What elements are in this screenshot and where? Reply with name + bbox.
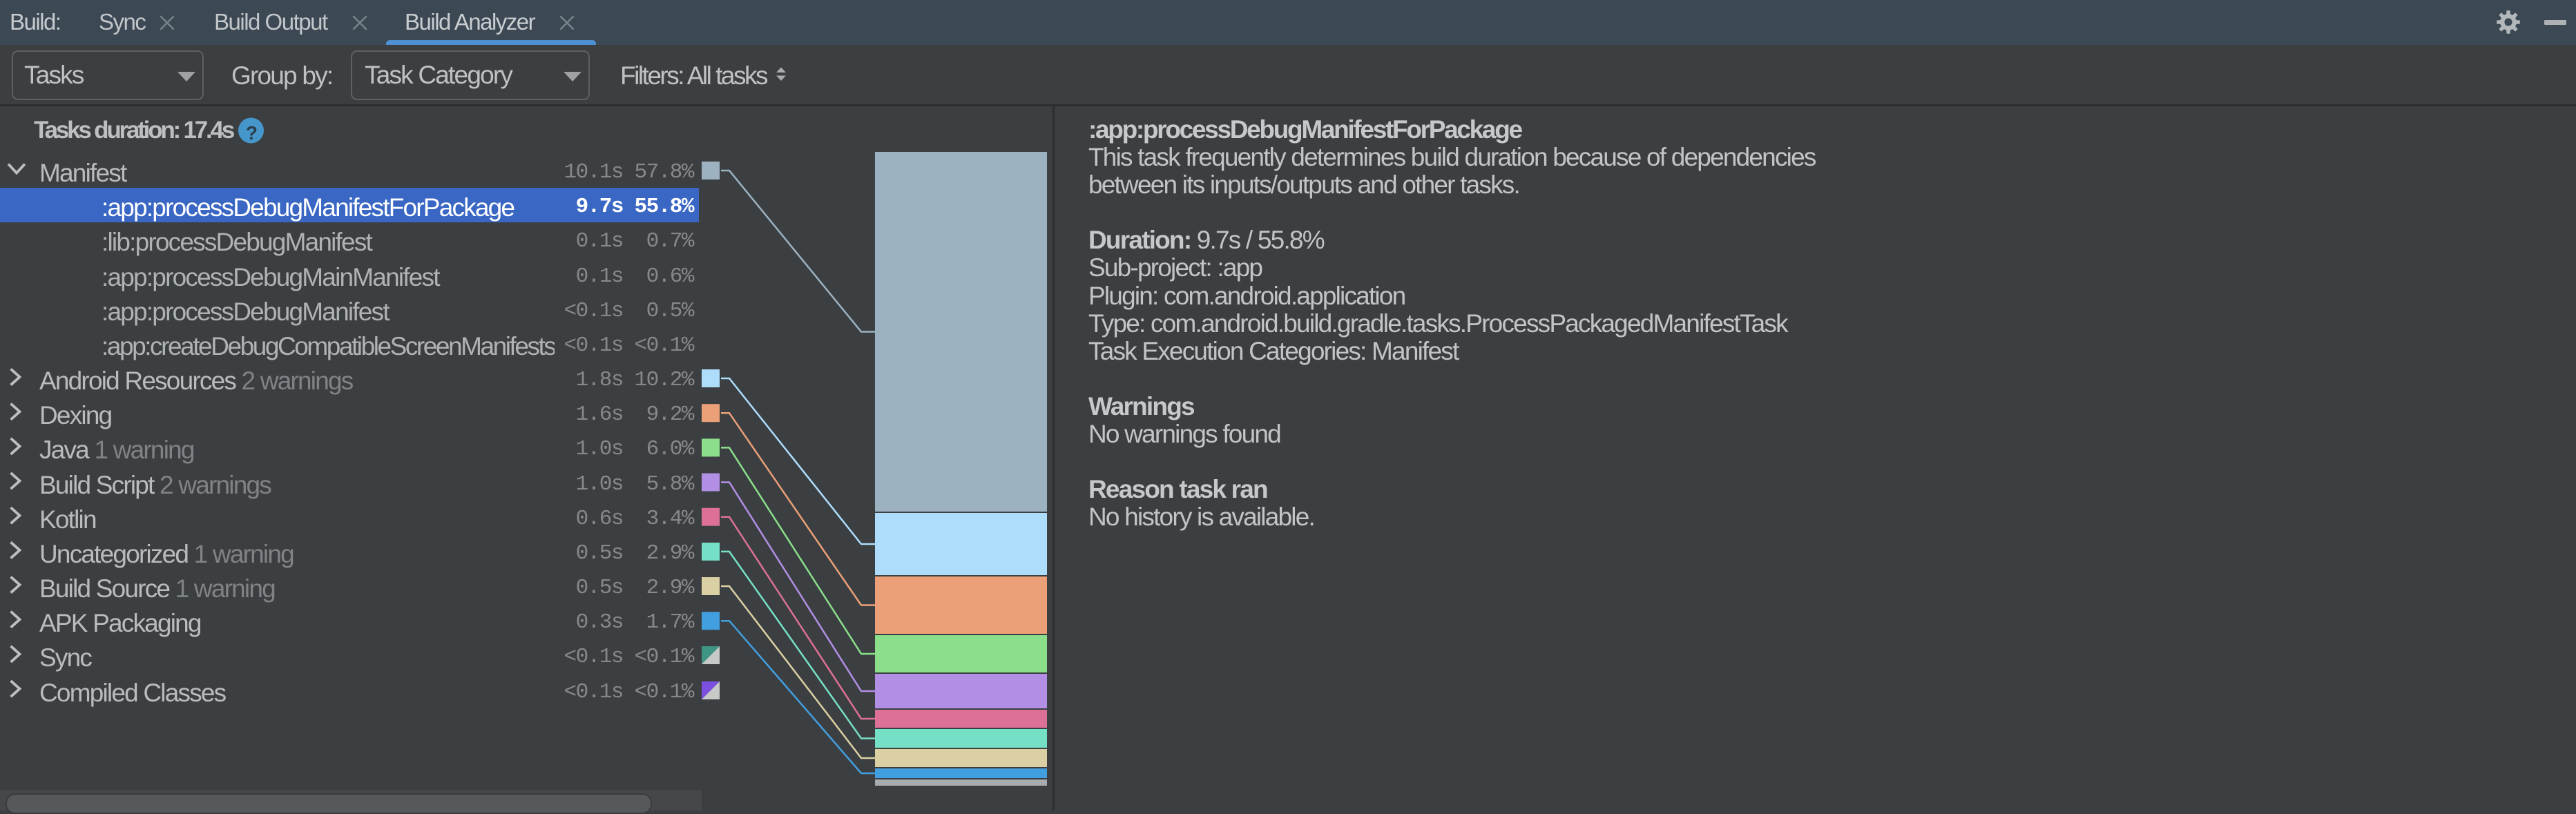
svg-text:?: ? xyxy=(246,122,257,144)
